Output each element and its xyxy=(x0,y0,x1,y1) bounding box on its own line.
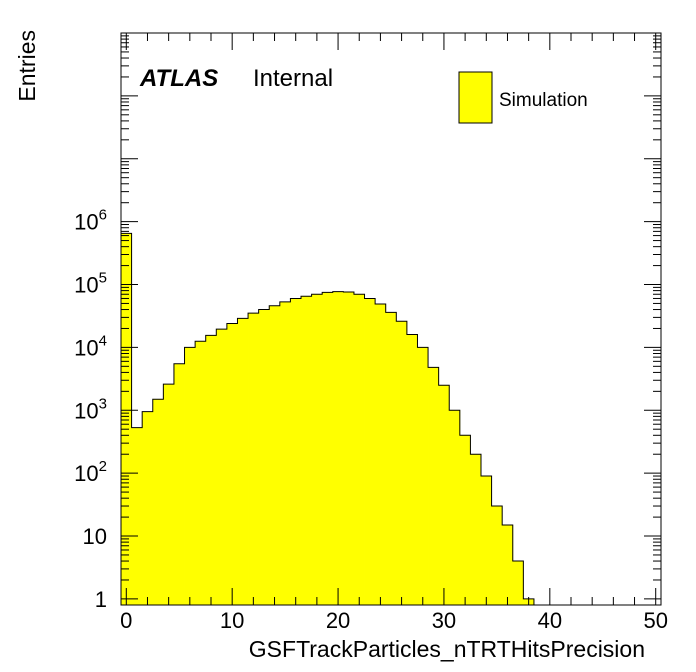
legend-entry-simulation: Simulation xyxy=(499,90,588,111)
histogram-bar xyxy=(237,318,249,605)
histogram-bar xyxy=(258,309,270,605)
histogram-bar xyxy=(502,524,514,605)
plot-frame xyxy=(120,32,662,606)
internal-label: Internal xyxy=(253,65,333,92)
y-tick-label: 10 xyxy=(83,524,107,549)
histogram-bar xyxy=(343,292,355,605)
x-tick-label: 20 xyxy=(326,608,350,633)
histogram-bar xyxy=(226,323,238,605)
histogram-bar xyxy=(459,435,471,605)
histogram-bar xyxy=(216,329,228,605)
histogram-bar xyxy=(428,367,440,605)
histogram-bar xyxy=(385,312,397,605)
histogram-outline xyxy=(120,232,535,605)
y-tick-labels: 1 10 102 103 104 105 106 xyxy=(74,207,107,612)
x-tick-label: 0 xyxy=(120,608,132,633)
legend-swatch xyxy=(458,71,493,124)
histogram-bar xyxy=(205,335,217,605)
histogram-bar xyxy=(248,313,260,605)
x-tick-labels: 0 10 20 30 40 50 xyxy=(120,608,668,633)
histogram-bar xyxy=(364,298,376,605)
atlas-label: ATLAS xyxy=(139,65,218,92)
histogram-bar xyxy=(269,305,281,605)
histogram-bar xyxy=(438,385,450,605)
histogram-bar xyxy=(322,292,334,605)
histogram-bar xyxy=(152,399,164,605)
histogram-bar xyxy=(131,427,143,605)
x-tick-label: 50 xyxy=(643,608,667,633)
histogram-bar xyxy=(173,363,185,605)
y-tick-label: 1 xyxy=(95,587,107,612)
y-tick-label: 104 xyxy=(74,332,107,360)
histogram-bar xyxy=(184,347,196,605)
axis-ticks xyxy=(121,33,661,605)
y-tick-label: 106 xyxy=(74,207,107,235)
histogram-bar xyxy=(449,410,461,605)
y-tick-label: 103 xyxy=(74,395,107,423)
x-tick-label: 30 xyxy=(432,608,456,633)
x-tick-label: 10 xyxy=(220,608,244,633)
histogram-bar xyxy=(481,476,492,605)
histogram-bar xyxy=(121,233,132,605)
histogram-bar xyxy=(332,291,344,605)
histogram-bar xyxy=(163,384,175,605)
y-tick-label: 105 xyxy=(74,270,107,298)
x-axis-title: GSFTrackParticles_nTRTHitsPrecision xyxy=(249,636,645,662)
histogram-bar xyxy=(353,294,365,605)
histogram-bar xyxy=(396,321,408,605)
histogram-bar xyxy=(512,561,524,605)
histogram-bar xyxy=(142,411,154,605)
histogram-bar xyxy=(417,347,429,605)
y-tick-label: 102 xyxy=(74,458,107,486)
histogram-bar xyxy=(290,298,302,605)
histogram-bar xyxy=(301,296,312,605)
histogram-bar xyxy=(375,303,387,605)
y-axis-title: Entries xyxy=(14,30,40,102)
histogram-bar xyxy=(406,334,418,605)
x-tick-label: 40 xyxy=(538,608,562,633)
histogram-bar xyxy=(195,341,207,605)
histogram-bar xyxy=(491,506,503,605)
histogram-bar xyxy=(279,301,291,605)
histogram-bars xyxy=(121,233,535,605)
histogram-bar xyxy=(470,454,482,605)
histogram-bar xyxy=(311,294,323,605)
